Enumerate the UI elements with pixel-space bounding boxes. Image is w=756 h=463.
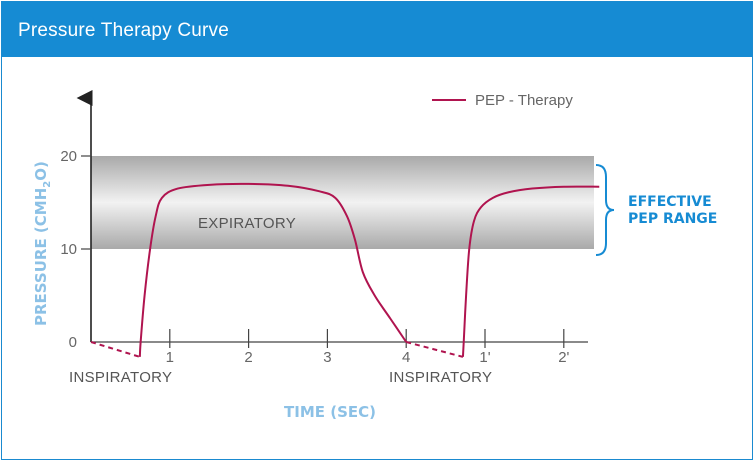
y-ticks: 0 10 20: [60, 148, 91, 351]
figure-title: Pressure Therapy Curve: [18, 20, 230, 41]
x-tick-label-1: 2: [244, 349, 252, 366]
y-tick-label-0: 0: [69, 334, 77, 351]
range-brace: [595, 164, 615, 256]
x-tick-label-4: 1': [479, 349, 490, 366]
y-axis-title-main: PRESSURE (CMH: [32, 188, 50, 326]
x-axis-title: TIME (SEC): [284, 403, 376, 421]
x-tick-label-3: 4: [402, 349, 410, 366]
legend: PEP - Therapy: [432, 92, 573, 109]
y-axis-title-sub: 2: [42, 181, 53, 188]
pep-curve-segment-0: [138, 182, 408, 357]
x-ticks: 1 2 3 4 1' 2': [166, 329, 570, 366]
y-axis-title: PRESSURE (CMH2O): [32, 161, 53, 326]
x-tick-label-0: 1: [166, 349, 174, 366]
x-tick-label-2: 3: [323, 349, 331, 366]
y-tick-label-1: 10: [60, 241, 77, 258]
x-tick-label-5: 2': [558, 349, 569, 366]
inspiratory-label-2: INSPIRATORY: [389, 369, 492, 386]
legend-label: PEP - Therapy: [475, 92, 573, 109]
y-axis-title-end: O): [32, 161, 50, 181]
pep-dashed-segment-0: [90, 341, 141, 358]
expiratory-label: EXPIRATORY: [198, 215, 296, 232]
range-label-line2: PEP RANGE: [628, 211, 717, 227]
pep-therapy-series: [90, 182, 600, 358]
pep-curve-segment-1: [461, 185, 600, 357]
range-label-line1: EFFECTIVE: [628, 194, 712, 210]
effective-range-band: [91, 156, 594, 249]
pep-dashed-segment-1: [405, 341, 464, 358]
figure-header: Pressure Therapy Curve: [2, 2, 752, 57]
y-tick-label-2: 20: [60, 148, 77, 165]
inspiratory-label-1: INSPIRATORY: [69, 369, 172, 386]
